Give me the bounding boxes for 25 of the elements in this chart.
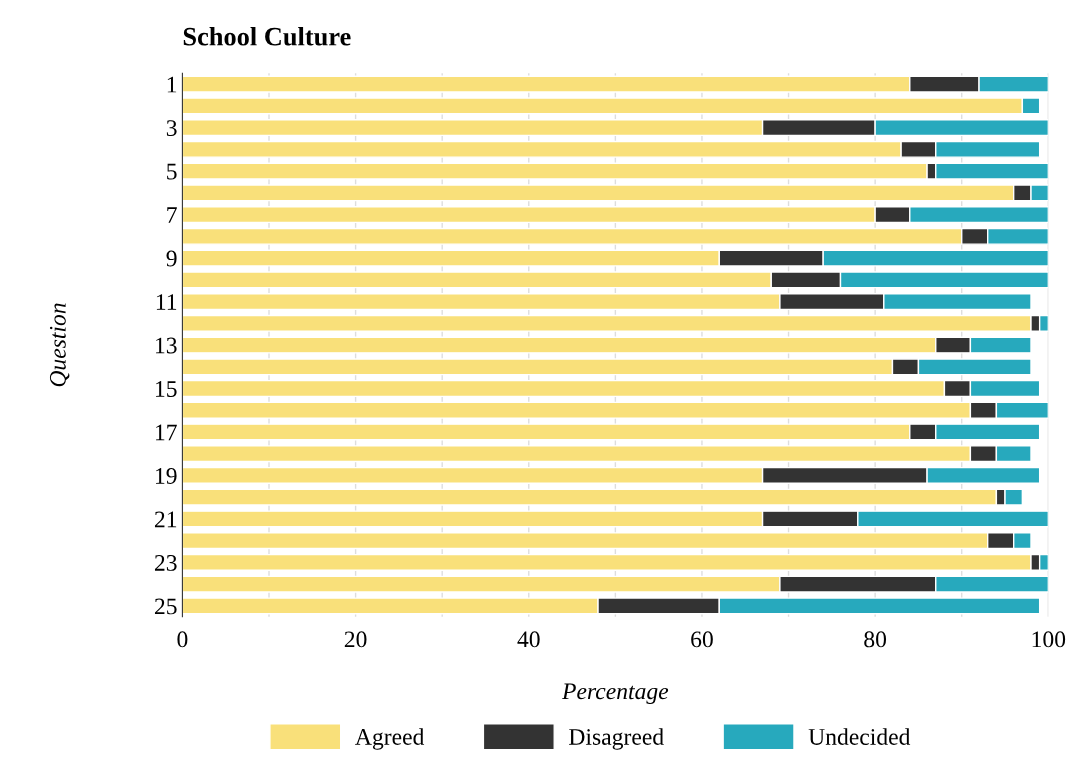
y-tick-label: 3 — [166, 120, 177, 137]
legend-label: Undecided — [808, 728, 911, 745]
y-tick-label: 17 — [156, 424, 177, 441]
y-tick-label: 7 — [167, 207, 177, 223]
legend-label: Disagreed — [569, 728, 664, 750]
chart-title: School Culture — [183, 26, 351, 46]
y-tick-label: 9 — [166, 250, 177, 267]
x-tick-label: 80 — [864, 631, 887, 648]
x-tick-label: 60 — [691, 631, 713, 648]
y-tick-label: 15 — [156, 381, 177, 397]
y-tick-label: 1 — [167, 76, 177, 93]
y-axis-title: Question — [49, 303, 70, 387]
y-tick-label: 5 — [167, 163, 177, 180]
y-tick-label: 13 — [156, 337, 177, 354]
x-tick-label: 100 — [1032, 631, 1066, 648]
x-tick-label: 20 — [344, 631, 367, 648]
legend-label: Agreed — [355, 728, 425, 750]
y-tick-label: 25 — [154, 598, 177, 615]
y-tick-label: 11 — [156, 294, 177, 310]
y-tick-label: 23 — [154, 555, 177, 571]
x-tick-label: 0 — [177, 631, 188, 648]
x-tick-label: 40 — [517, 631, 540, 648]
y-tick-label: 21 — [154, 511, 177, 528]
x-axis-title: Percentage — [561, 683, 669, 705]
y-tick-label: 19 — [156, 468, 177, 484]
